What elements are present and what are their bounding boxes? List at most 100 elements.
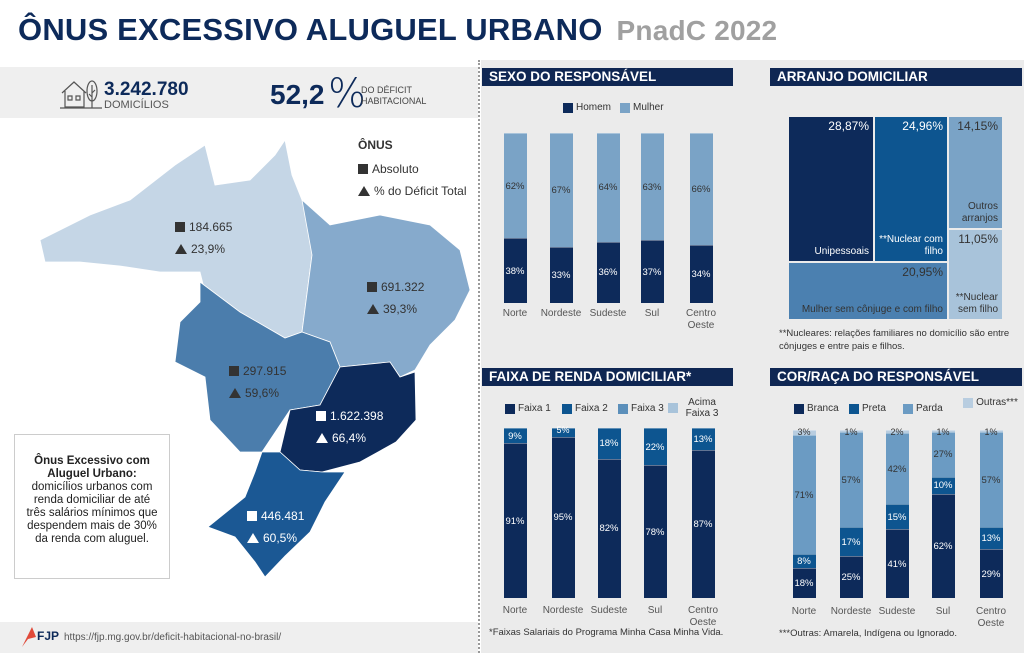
legend-item-parda: Parda: [903, 403, 943, 414]
bar-segment-faixa-2: 22%: [643, 428, 667, 466]
source-link[interactable]: https://fjp.mg.gov.br/deficit-habitacion…: [64, 632, 282, 643]
brazil-map: [39, 138, 471, 578]
category-label: Norte: [485, 308, 545, 320]
domicilios-value: 3.242.780: [104, 79, 189, 100]
bar-segment-outras-: 1%: [979, 427, 1003, 437]
category-word: Nordeste: [542, 605, 584, 616]
data-label: 29%: [981, 568, 1001, 580]
bar-segment-parda: 27%: [931, 431, 955, 478]
bar-segment-preta: 10%: [931, 477, 955, 494]
bar-nordeste: 25% 17% 57% 1%: [839, 427, 863, 598]
treemap-tile[interactable]: 11,05% **Nuclear sem filho: [949, 230, 1002, 319]
bar-segment-branca: 25%: [839, 556, 863, 598]
legend-absolute-label: Absoluto: [372, 162, 419, 176]
legend-label: Faixa 3: [631, 403, 664, 414]
region-centro-oeste[interactable]: [174, 281, 341, 453]
tile-value: 14,15%: [957, 119, 998, 133]
absolute-value: 691.322: [381, 280, 425, 294]
tile-label: Unipessoais: [814, 246, 869, 257]
region-sul[interactable]: [207, 451, 346, 578]
data-label: 22%: [645, 441, 665, 453]
bar-segment-outras-: 3%: [792, 427, 816, 437]
map-label-percent: 23,9%: [175, 242, 225, 256]
legend-absolute: Absoluto: [358, 162, 467, 176]
percent-value: 66,4%: [332, 431, 367, 445]
bar-segment-branca: 62%: [931, 493, 955, 598]
category-label: Norte: [485, 605, 545, 617]
data-label: 78%: [645, 526, 665, 538]
renda-footnote: *Faixas Salariais do Programa Minha Casa…: [489, 627, 724, 638]
data-label: 87%: [693, 519, 713, 531]
bar-segment-mulher: 62%: [503, 133, 527, 239]
bar-centro-oeste: 87% 13%: [691, 428, 715, 598]
tile-label: **Nuclear sem filho: [955, 292, 998, 315]
category-word: Centro: [975, 606, 1006, 617]
data-label: 17%: [841, 536, 861, 548]
treemap-tile[interactable]: 14,15% Outros arranjos: [949, 117, 1002, 228]
data-label: 25%: [841, 572, 861, 583]
data-label: 1%: [984, 427, 998, 438]
data-label: 10%: [933, 480, 953, 492]
bar-segment-parda: 57%: [839, 431, 863, 528]
triangle-icon: [358, 186, 370, 196]
legend-item-homem: Homem: [563, 102, 611, 113]
bar-segment-homem: 33%: [549, 246, 573, 303]
legend-item-faixa-2: Faixa 2: [562, 403, 608, 414]
bar-sudeste: 82% 18%: [597, 428, 621, 598]
legend-swatch: [618, 403, 628, 414]
bar-segment-faixa-1: 91%: [503, 443, 527, 598]
region-norte[interactable]: [39, 138, 331, 339]
bar-segment-mulher: 64%: [596, 133, 620, 242]
bar-segment-mulher: 67%: [549, 133, 573, 247]
bar-segment-homem: 36%: [596, 241, 620, 303]
bar-segment-preta: 8%: [792, 554, 816, 568]
legend-item-faixa-1: Faixa 1: [505, 403, 551, 414]
legend-label: Homem: [576, 102, 612, 113]
triangle-icon: [316, 433, 328, 443]
data-label: 2%: [890, 427, 904, 438]
legend-swatch: [563, 102, 573, 113]
bar-sul: 37% 63%: [640, 133, 664, 303]
deficit-label-2: HABITACIONAL: [361, 96, 427, 106]
legend-swatch: [903, 403, 913, 414]
legend-swatch: [963, 397, 973, 408]
legend-item-mulher: Mulher: [620, 102, 664, 113]
map-label-absolute: 1.622.398: [316, 409, 383, 423]
bar-segment-faixa-2: 18%: [597, 428, 621, 459]
data-label: 67%: [551, 184, 571, 196]
category-word: Sul: [644, 308, 660, 319]
square-icon: [358, 164, 368, 174]
legend-percent-label: % do Déficit Total: [374, 184, 467, 198]
absolute-value: 1.622.398: [330, 409, 384, 423]
treemap-tile[interactable]: 20,95% Mulher sem cônjuge e com filho: [789, 263, 947, 319]
fjp-logo: FJP: [22, 627, 59, 647]
bar-norte: 38% 62%: [503, 133, 527, 303]
tile-label: Outros arranjos: [961, 201, 998, 224]
region-sudeste[interactable]: [279, 361, 417, 473]
data-label: 41%: [887, 558, 907, 570]
arranjo-header: ARRANJO DOMICILIAR: [770, 68, 1022, 86]
treemap-tile[interactable]: 28,87% Unipessoais: [789, 117, 873, 261]
legend-label: Preta: [862, 403, 886, 414]
deficit-label: DO DÉFICIT HABITACIONAL: [361, 85, 426, 107]
absolute-value: 184.665: [189, 220, 233, 234]
bar-segment-parda: 42%: [885, 433, 909, 504]
category-word: Centro: [685, 308, 716, 319]
data-label: 9%: [508, 430, 522, 442]
domicilios-label: DOMICÍLIOS: [104, 99, 169, 111]
bar-segment-branca: 29%: [979, 549, 1003, 598]
sexo-header: SEXO DO RESPONSÁVEL: [482, 68, 733, 86]
bar-segment-homem: 37%: [640, 240, 664, 303]
bar-segment-mulher: 66%: [689, 133, 713, 246]
category-label: Norte: [774, 606, 834, 618]
treemap-tile[interactable]: 24,96% **Nuclear com filho: [875, 117, 947, 261]
percent-symbol: %: [328, 71, 367, 117]
legend-item-outras-: Outras***: [963, 397, 1018, 408]
bar-sul: 62% 10% 27% 1%: [931, 427, 955, 598]
legend-swatch: [562, 403, 572, 414]
data-label: 64%: [598, 182, 618, 194]
data-label: 5%: [556, 425, 570, 435]
bar-segment-faixa-2: 9%: [503, 428, 527, 444]
legend-label: Parda: [916, 403, 943, 414]
bar-segment-outras-: 1%: [839, 427, 863, 437]
